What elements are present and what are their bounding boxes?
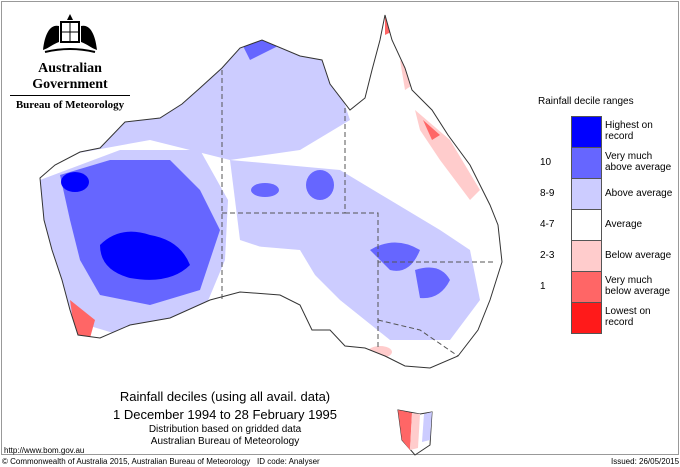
legend-swatch-lowest [571, 302, 602, 334]
legend-range: 4-7 [540, 219, 555, 230]
map-note: Distribution based on gridded data [148, 424, 302, 435]
region-very-much-above-nt [306, 170, 334, 200]
map-title: Rainfall deciles (using all avail. data) [119, 389, 331, 404]
region-above-average-north [40, 30, 350, 160]
legend-label: Very much above average [605, 151, 671, 173]
legend-swatch-very-much-above [571, 147, 602, 178]
region-below-average-vic [368, 346, 392, 358]
tasmania [397, 409, 433, 456]
region-highest-on-record-nw [61, 172, 89, 192]
state-borders [221, 70, 495, 357]
legend-label-line: Lowest on [605, 306, 651, 317]
legend-label: Highest on record [605, 120, 653, 142]
legend-swatch-highest [571, 116, 602, 147]
legend-range: 2-3 [540, 250, 555, 261]
map-source: Australian Bureau of Meteorology [150, 436, 300, 447]
legend-label: Lowest on record [605, 306, 651, 328]
legend-swatch-average [571, 209, 602, 240]
issued-date: Issued: 26/05/2015 [611, 457, 680, 466]
legend-range: 8-9 [540, 188, 555, 199]
legend-range: 10 [540, 157, 552, 168]
government-name: Australian Government [32, 61, 108, 92]
legend-title: Rainfall decile ranges [538, 96, 634, 107]
map-frame [1, 1, 679, 455]
map-period: 1 December 1994 to 28 February 1995 [112, 407, 338, 422]
legend-range: 1 [540, 281, 546, 292]
legend-label-line: Very much [605, 275, 653, 286]
government-logo: Australian Government Bureau of Meteorol… [10, 12, 130, 111]
region-very-much-above-nsw [415, 267, 450, 299]
region-very-much-above-sa [370, 242, 420, 271]
legend-label-line: Very much [605, 151, 653, 162]
legend-label: Above average [605, 188, 673, 199]
legend-label: Below average [605, 250, 672, 261]
legend-label-line: below average [605, 286, 671, 297]
legend-swatch-below [571, 240, 602, 271]
coat-of-arms-icon [43, 14, 97, 53]
region-highest-on-record [100, 231, 190, 280]
legend-swatch-above [571, 178, 602, 209]
legend-label: Very much below average [605, 275, 670, 297]
legend-label-line: above average [605, 162, 672, 173]
bom-url-link[interactable]: http://www.bom.gov.au [4, 446, 85, 455]
region-above-average-central [230, 160, 480, 340]
legend-swatch-very-much-below [571, 271, 602, 302]
region-very-much-above-nt2 [251, 183, 279, 197]
copyright: © Commonwealth of Australia 2015, Austra… [2, 457, 251, 466]
id-code: ID code: Analyser [257, 457, 320, 466]
region-very-much-below-qld [423, 120, 440, 140]
legend-label: Average [605, 219, 643, 230]
bureau-name: Bureau of Meteorology [10, 95, 130, 111]
legend-label-line: record [605, 131, 634, 142]
legend-label-line: Highest on [605, 120, 653, 131]
legend-label-line: record [605, 317, 634, 328]
